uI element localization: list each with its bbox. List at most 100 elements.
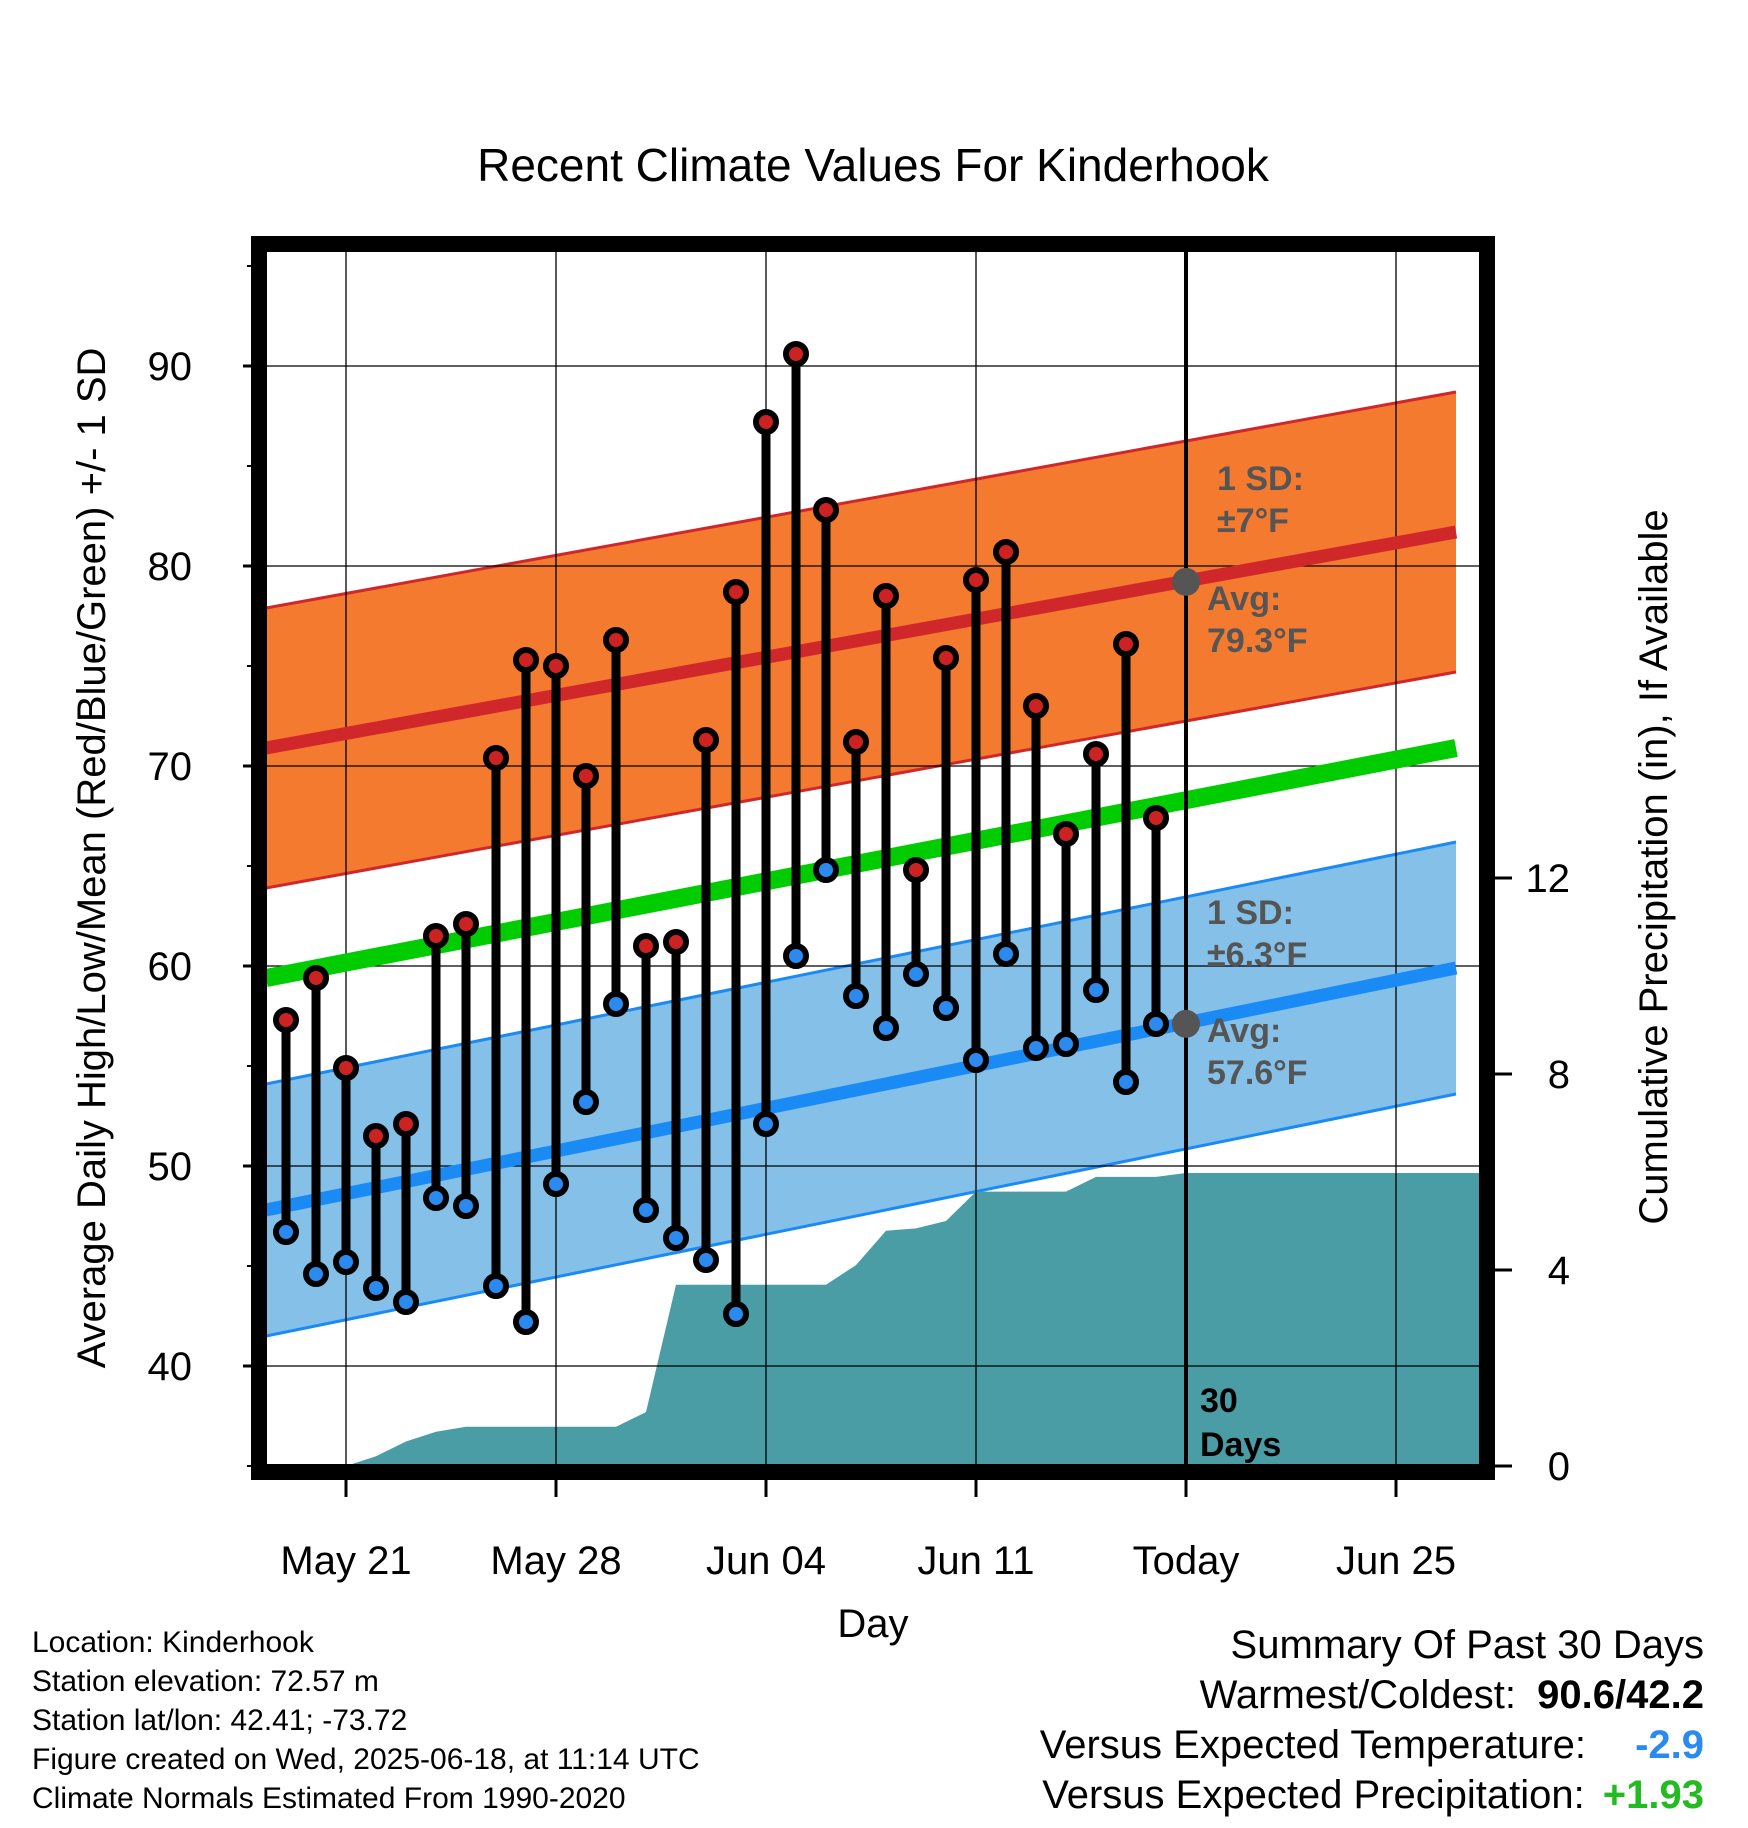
high-sd-lower-edge (266, 670, 1457, 890)
daily-low-point (993, 941, 1019, 967)
daily-low-point (633, 1197, 659, 1223)
warmest-coldest-row: Warmest/Coldest: 90.6/42.2 (1040, 1670, 1704, 1720)
y-tick-label: 50 (148, 1145, 193, 1189)
daily-high-point (573, 763, 599, 789)
high-sd-label: 1 SD: (1217, 460, 1304, 498)
daily-high-point (633, 933, 659, 959)
high-avg-value: 79.3°F (1207, 622, 1308, 660)
daily-low-point (1113, 1069, 1139, 1095)
daily-low-point (1143, 1011, 1169, 1037)
daily-low-point (813, 857, 839, 883)
y-tick-label: 60 (148, 945, 193, 989)
high-sd-upper-edge (266, 390, 1457, 610)
y2-tick-label: 0 (1548, 1445, 1570, 1489)
temp-departure-row: Versus Expected Temperature: -2.9 (1040, 1720, 1704, 1770)
daily-low-point (843, 983, 869, 1009)
x-tick-label: Jun 25 (1336, 1539, 1456, 1583)
y-axis-label: Average Daily High/Low/Mean (Red/Blue/Gr… (70, 348, 114, 1369)
elevation-text: Station elevation: 72.57 m (32, 1665, 379, 1698)
normal-high-line (266, 525, 1458, 755)
today-high-avg-marker (1172, 567, 1200, 596)
low-sd-value: ±6.3°F (1207, 936, 1307, 974)
low-sd-lower-edge (266, 1092, 1457, 1338)
daily-low-point (573, 1089, 599, 1115)
high-avg-label: Avg: (1207, 580, 1281, 618)
daily-high-point (603, 627, 629, 653)
plot-frame (251, 236, 1495, 1480)
precip-departure-value: +1.93 (1602, 1773, 1704, 1817)
x-tick-label: Jun 04 (706, 1539, 826, 1583)
daily-high-point (753, 409, 779, 435)
daily-low-point (753, 1111, 779, 1137)
daily-low-point (423, 1185, 449, 1211)
daily-low-point (273, 1219, 299, 1245)
daily-low-point (693, 1247, 719, 1273)
x-tick-label: Today (1133, 1539, 1240, 1583)
daily-high-point (813, 497, 839, 523)
temp-departure-value: -2.9 (1635, 1723, 1704, 1767)
location-text: Location: Kinderhook (32, 1626, 314, 1659)
daily-low-point (543, 1171, 569, 1197)
station-info: Location: Kinderhook Station elevation: … (32, 1623, 700, 1818)
daily-low-point (393, 1289, 419, 1315)
daily-high-point (903, 857, 929, 883)
created-text: Figure created on Wed, 2025-06-18, at 11… (32, 1743, 700, 1776)
today-low-avg-marker (1172, 1009, 1200, 1038)
daily-high-point (843, 729, 869, 755)
precip-area (286, 1172, 1480, 1472)
x-tick-label: May 21 (280, 1539, 411, 1583)
latlon-text: Station lat/lon: 42.41; -73.72 (32, 1704, 408, 1737)
daily-high-point (1113, 631, 1139, 657)
y2-tick-label: 8 (1548, 1053, 1570, 1097)
daily-high-point (513, 647, 539, 673)
daily-low-point (483, 1273, 509, 1299)
daily-high-point (1023, 693, 1049, 719)
daily-low-point (933, 995, 959, 1021)
x-tick-label: May 28 (490, 1539, 621, 1583)
daily-high-point (423, 923, 449, 949)
y-tick-label: 80 (148, 545, 193, 589)
days-unit-label: Days (1200, 1426, 1281, 1464)
low-avg-label: Avg: (1207, 1012, 1281, 1050)
daily-high-point (1143, 805, 1169, 831)
y2-tick-label: 4 (1548, 1249, 1570, 1293)
daily-low-point (663, 1225, 689, 1251)
warmest-value: 90.6/42.2 (1537, 1673, 1704, 1717)
daily-low-point (873, 1015, 899, 1041)
daily-low-point (1053, 1031, 1079, 1057)
daily-low-point (453, 1193, 479, 1219)
chart-title: Recent Climate Values For Kinderhook (477, 139, 1270, 191)
daily-low-point (903, 961, 929, 987)
high-sd-value: ±7°F (1217, 502, 1289, 540)
y-tick-label: 40 (148, 1345, 193, 1389)
daily-high-point (873, 583, 899, 609)
daily-low-point (513, 1309, 539, 1335)
daily-high-point (693, 727, 719, 753)
x-axis-label: Day (837, 1602, 908, 1646)
precip-departure-label: Versus Expected Precipitation: (1042, 1773, 1585, 1817)
y-tick-label: 90 (148, 345, 193, 389)
y-tick-label: 70 (148, 745, 193, 789)
x-tick-label: Jun 11 (917, 1539, 1034, 1583)
daily-low-point (963, 1047, 989, 1073)
summary-panel: Summary Of Past 30 Days Warmest/Coldest:… (1040, 1620, 1704, 1820)
daily-high-point (453, 911, 479, 937)
daily-high-point (663, 929, 689, 955)
daily-high-point (363, 1123, 389, 1149)
daily-high-point (963, 567, 989, 593)
daily-high-point (273, 1007, 299, 1033)
low-sd-label: 1 SD: (1207, 894, 1294, 932)
daily-low-point (1083, 977, 1109, 1003)
daily-high-point (1083, 741, 1109, 767)
daily-low-point (363, 1275, 389, 1301)
temp-departure-label: Versus Expected Temperature: (1039, 1723, 1586, 1767)
summary-heading: Summary Of Past 30 Days (1230, 1623, 1704, 1667)
warmest-label: Warmest/Coldest: (1199, 1673, 1516, 1717)
daily-high-point (993, 539, 1019, 565)
low-avg-value: 57.6°F (1207, 1054, 1308, 1092)
normals-text: Climate Normals Estimated From 1990-2020 (32, 1782, 626, 1815)
days-count-label: 30 (1200, 1382, 1238, 1420)
daily-high-point (933, 645, 959, 671)
daily-high-point (783, 341, 809, 367)
